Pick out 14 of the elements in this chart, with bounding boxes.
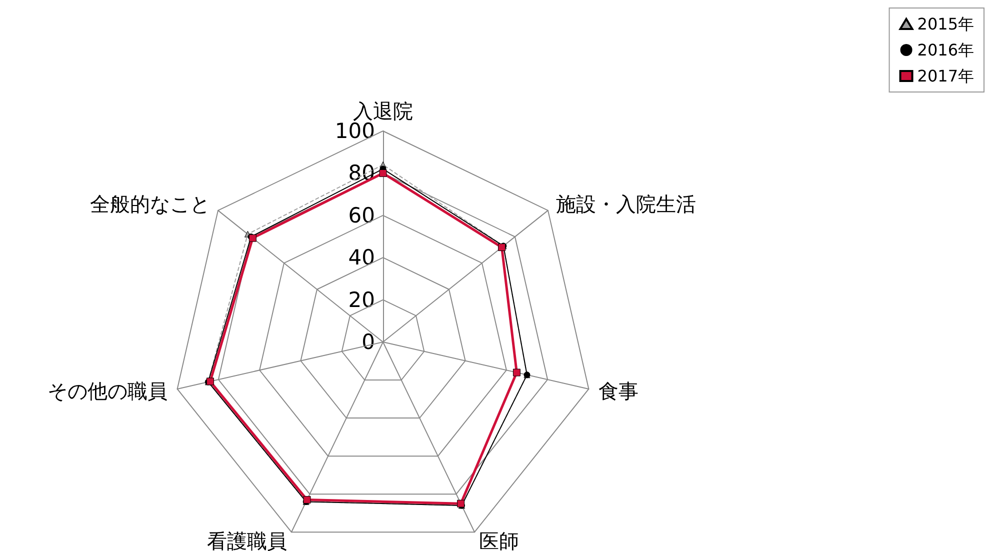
spoke-label: 施設・入院生活 bbox=[556, 192, 696, 216]
spoke-label: 医師 bbox=[478, 529, 519, 551]
spoke-label: その他の職員 bbox=[48, 379, 168, 404]
legend-label: 2016年 bbox=[917, 40, 974, 60]
spoke-label: 全般的なこと bbox=[90, 192, 210, 216]
legend-label: 2015年 bbox=[917, 14, 974, 34]
y-tick-label: 40 bbox=[348, 246, 375, 270]
spoke-label: 入退院 bbox=[353, 99, 413, 123]
y-tick-label: 0 bbox=[362, 330, 375, 354]
y-tick-label: 20 bbox=[348, 288, 375, 312]
spoke-label: 看護職員 bbox=[207, 529, 288, 551]
legend-label: 2017年 bbox=[917, 66, 974, 86]
y-tick-label: 60 bbox=[348, 203, 375, 228]
spoke-label: 食事 bbox=[598, 379, 638, 404]
